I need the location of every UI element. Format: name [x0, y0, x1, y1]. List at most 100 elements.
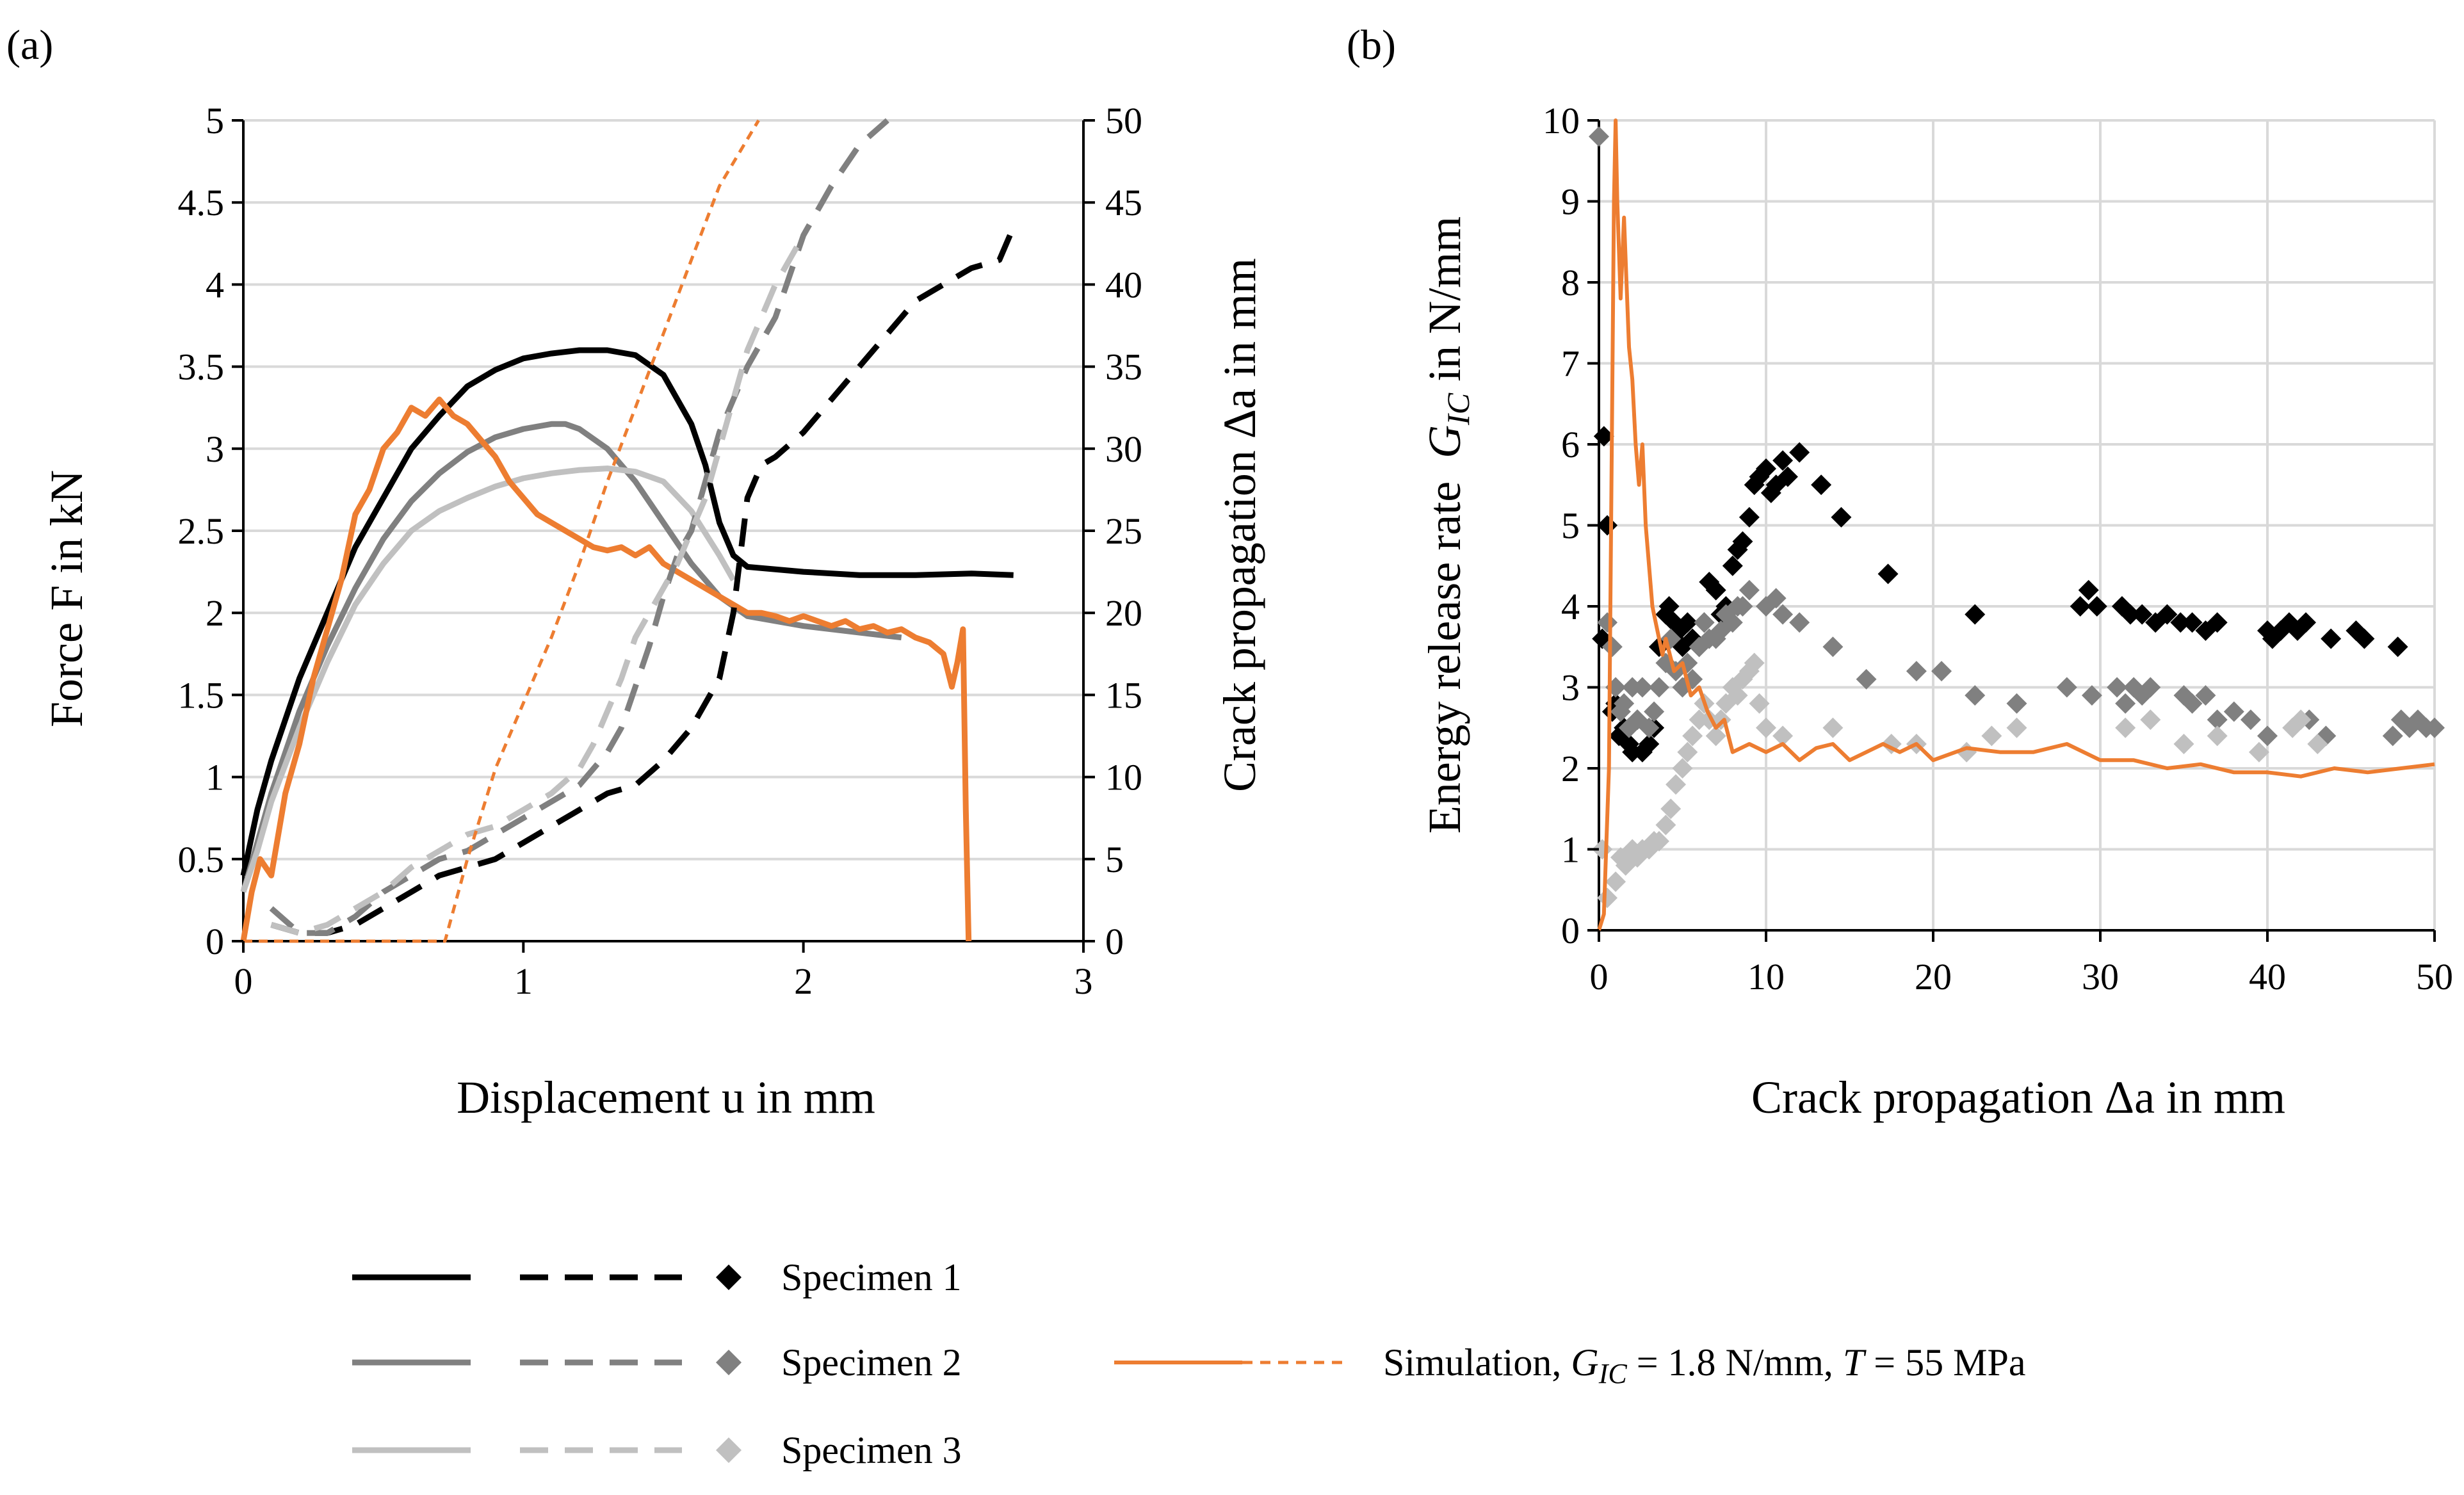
- panel-b-specimen-2-point: [2195, 685, 2216, 706]
- panel-b-specimen-2-point: [1648, 677, 1669, 698]
- legend-simulation-label: Simulation, GIC = 1.8 N/mm, T = 55 MPa: [1383, 1341, 2025, 1389]
- panel-b-specimen-1-point: [2296, 612, 2317, 633]
- panel-b-specimen-2-point: [2107, 677, 2128, 698]
- panel-b-specimen-3-point: [1749, 693, 1770, 714]
- panel-a-left-y-axis-title: Force F in kN: [41, 470, 92, 727]
- panel-b-x-axis-title: Crack propagation Δa in mm: [1751, 1072, 2285, 1123]
- panel-a-right-y-axis-title: Crack propagation Δa in mm: [1214, 258, 1265, 792]
- panel-b-specimen-3-point: [1744, 652, 1765, 674]
- panel-a-series-4-solid-line: [240, 396, 972, 942]
- panel-b-specimen-2-point: [2207, 709, 2228, 731]
- panel-b-specimen-1-point: [2387, 636, 2408, 658]
- panel-a-tick-labels: 00.511.522.533.544.550510152025303540455…: [178, 100, 1143, 1002]
- panel-b-specimen-1-point: [2070, 596, 2091, 617]
- panel-b-specimen-1-point: [1658, 596, 1680, 617]
- panel-b-gridlines: [1599, 119, 2436, 930]
- panel-a-series-8-fine-dashed-line: [243, 119, 760, 943]
- panel-b-specimen-2-point: [1772, 604, 1794, 625]
- panel-b-specimen-3-point: [2290, 709, 2312, 731]
- panel-b-specimen-1-point: [1777, 466, 1798, 487]
- panel-a-right-tick-label: 45: [1105, 182, 1142, 223]
- legend-specimen-3-marker: [716, 1437, 742, 1463]
- legend-simulation-label-sub: IC: [1598, 1358, 1628, 1389]
- panel-b-specimen-2-point: [1632, 677, 1653, 698]
- panel-a-left-y-axis-title-text: Force F in kN: [41, 470, 92, 727]
- panel-b-specimen-2-point: [1639, 717, 1660, 738]
- panel-b-specimen-2-point: [1931, 661, 1952, 682]
- panel-b-tick-labels: 0 1 2 3 4 5 6 7 8 9 10 0 10 20 30 40 50: [1543, 100, 2453, 998]
- panel-b-specimen-3-point: [1666, 774, 1687, 795]
- panel-a-left-tick-label: 0.5: [178, 839, 225, 880]
- panel-a-right-tick-label: 50: [1105, 100, 1142, 141]
- legend-specimens: Specimen 1 Specimen 2 Specimen 3: [352, 1256, 962, 1471]
- panel-b-specimen-2-point: [1732, 596, 1753, 617]
- panel-a-right-tick-label: 10: [1105, 757, 1142, 798]
- panel-a-left-tick-label: 2.5: [178, 510, 225, 552]
- panel-a-series: [240, 118, 1016, 943]
- panel-a-right-tick-label: 20: [1105, 592, 1142, 634]
- panel-b-y-tick-label: 0: [1561, 910, 1580, 951]
- legend-simulation-label-mid: = 1.8 N/mm,: [1627, 1341, 1843, 1384]
- panel-a-left-tick-label: 1.5: [178, 674, 225, 716]
- panel-a-right-tick-label: 0: [1105, 921, 1124, 962]
- panel-a-left-tick-label: 5: [206, 100, 224, 141]
- panel-b-y-tick-label: 6: [1561, 424, 1580, 465]
- panel-b-x-tick-label: 0: [1590, 956, 1609, 998]
- panel-b-specimen-1-point: [1789, 442, 1810, 463]
- panel-b-specimen-2-point: [1694, 612, 1715, 633]
- panel-b-specimen-1-point: [1811, 474, 1832, 496]
- panel-b-specimen-3-point: [1655, 814, 1676, 836]
- panel-b-specimen-3-point: [1677, 741, 1698, 763]
- panel-b-specimen-3-point: [2173, 734, 2194, 755]
- panel-a-x-tick-label: 0: [234, 960, 253, 1002]
- panel-a-series-2-solid-line: [240, 421, 902, 893]
- panel-b-specimen-1-point: [1965, 604, 1986, 625]
- panel-b-specimen-3-point: [1772, 725, 1794, 747]
- panel-a-right-y-axis-title-text: Crack propagation Δa in mm: [1214, 258, 1265, 792]
- legend-simulation-label-t: T: [1843, 1341, 1867, 1384]
- panel-b-specimen-1-point: [1722, 555, 1743, 576]
- panel-b-specimen-3-point: [1682, 725, 1703, 747]
- panel-b-series: [1589, 118, 2445, 931]
- panel-b-x-tick-label: 10: [1747, 956, 1785, 998]
- panel-b-specimen-3-point: [1660, 798, 1682, 820]
- panel-b-y-axis-title: Energy release rate GIC in N/mm: [1419, 216, 1476, 834]
- panel-b-specimen-1-point: [1593, 426, 1614, 447]
- panel-b-specimen-1-point: [2120, 604, 2141, 625]
- panel-a-right-tick-label: 40: [1105, 264, 1142, 305]
- panel-a-left-tick-label: 3: [206, 428, 224, 470]
- panel-b-simulation-line: [1597, 118, 2435, 931]
- panel-b-specimen-3-point: [2248, 741, 2269, 763]
- legend-specimen-1-marker: [716, 1265, 742, 1290]
- panel-b-specimen-3-point: [2006, 717, 2027, 738]
- panel-b-specimen-1-point: [2354, 628, 2375, 649]
- legend-simulation-label-suffix: = 55 MPa: [1864, 1341, 2025, 1384]
- panel-b-specimen-2-point: [1789, 612, 1810, 633]
- legend-simulation-label-prefix: Simulation,: [1383, 1341, 1571, 1384]
- panel-b-specimen-2-point: [2056, 677, 2077, 698]
- panel-a: (a) 00.511.522.533.544.55051015202530354…: [6, 22, 1265, 1123]
- panel-b-label: (b): [1347, 22, 1396, 69]
- panel-b-specimen-1-point: [1732, 531, 1753, 552]
- panel-b-specimen-2-point: [1589, 126, 1609, 147]
- panel-a-series-6-dashed-line: [269, 118, 889, 936]
- panel-b-specimen-3-point: [1727, 685, 1748, 706]
- panel-b-y-tick-label: 10: [1543, 100, 1580, 141]
- panel-b-y-tick-label: 4: [1561, 586, 1580, 627]
- panel-b-x-tick-label: 40: [2249, 956, 2286, 998]
- panel-a-left-tick-label: 0: [206, 921, 224, 962]
- panel-b-specimen-1-point: [1877, 563, 1899, 585]
- legend-specimen-1-label: Specimen 1: [781, 1256, 962, 1298]
- panel-b-specimen-3-point: [2140, 709, 2161, 731]
- legend-specimen-2-label: Specimen 2: [781, 1341, 962, 1384]
- panel-b-specimen-1-point: [2182, 612, 2203, 633]
- panel-b-specimen-3-point: [1672, 758, 1693, 779]
- panel-b-y-axis-title-sub: IC: [1440, 392, 1476, 426]
- panel-a-x-tick-label: 1: [514, 960, 533, 1002]
- panel-b-x-tick-label: 50: [2416, 956, 2453, 998]
- panel-b-specimen-1-point: [2170, 612, 2191, 633]
- panel-b-specimen-2-point: [1822, 636, 1844, 658]
- panel-a-series-7-dashed-line: [270, 234, 806, 936]
- panel-b-specimen-2-point: [2257, 725, 2278, 747]
- panel-b-specimen-3-point: [2115, 717, 2136, 738]
